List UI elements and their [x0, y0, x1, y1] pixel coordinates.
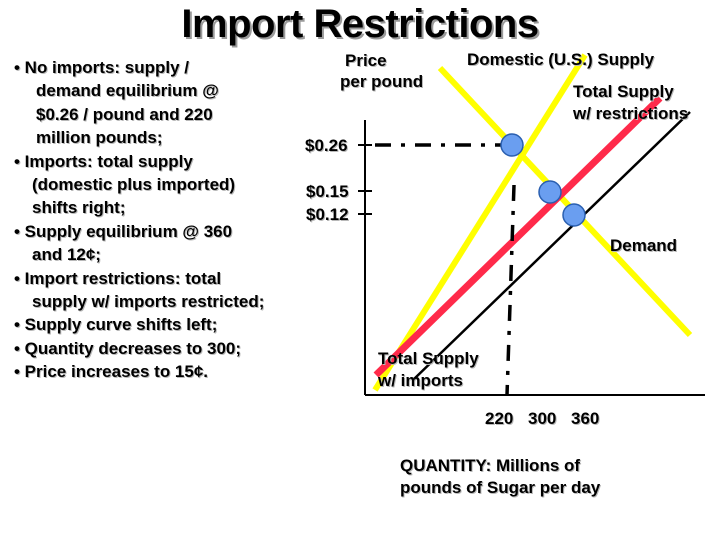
equilibrium-point-restricted: [538, 180, 562, 204]
restricted-supply-label-line: w/ restrictions: [573, 104, 689, 123]
bullet-line: and 12¢;: [32, 245, 101, 265]
y-axis-label-line: per pound: [340, 72, 424, 91]
y-axis-label: Price per pound: [340, 50, 440, 92]
bullet-quantity-decrease: • Quantity decreases to 300;: [14, 337, 314, 360]
slide-title: Import Restrictions: [181, 2, 539, 46]
bullet-line: $0.26 / pound and 220: [36, 104, 213, 124]
import-supply-label-line: w/ imports: [378, 371, 464, 390]
bullet-line: • Quantity decreases to 300;: [14, 338, 242, 358]
price-tick-label-012: $0.12: [306, 205, 349, 224]
x-axis-label-line: pounds of Sugar per day: [400, 478, 601, 497]
title-area: Import Restrictions: [0, 0, 720, 50]
import-supply-label-line: Total Supply: [378, 349, 479, 368]
domestic-supply-label: Domestic (U.S.) Supply: [467, 50, 655, 69]
quantity-tick-label-220: 220: [485, 409, 514, 428]
domestic-supply-curve: [372, 53, 588, 392]
bullet-supply-equilibrium: • Supply equilibrium @ 360 and 12¢;: [14, 220, 314, 267]
bullet-line: • Supply equilibrium @ 360: [14, 221, 233, 241]
bullet-imports: • Imports: total supply (domestic plus i…: [14, 150, 314, 220]
bullet-line: • No imports: supply /: [14, 58, 190, 77]
bullet-line: • Price increases to 15¢.: [14, 362, 209, 382]
restricted-supply-curve: [373, 95, 663, 378]
price-tick-label-026: $0.26: [305, 136, 348, 155]
bullet-supply-shift: • Supply curve shifts left;: [14, 313, 314, 336]
import-supply-curve: [412, 111, 691, 381]
bullet-list: • No imports: supply / demand equilibriu…: [14, 56, 314, 384]
bullet-line: shifts right;: [32, 198, 126, 218]
bullet-line: • Imports: total supply: [14, 151, 193, 171]
demand-label: Demand: [610, 236, 678, 255]
demand-curve: [437, 65, 693, 338]
bullet-no-imports: • No imports: supply / demand equilibriu…: [14, 56, 314, 150]
bullet-line: demand equilibrium @: [36, 81, 219, 101]
bullet-line: • Import restrictions: total: [14, 268, 222, 288]
quantity-tick-label-300: 300: [528, 409, 557, 428]
equilibrium-point-imports: [562, 203, 586, 227]
import-supply-label: Total Supply w/ imports: [378, 348, 479, 392]
quantity-guide-220: [505, 184, 516, 396]
price-tick-label-015: $0.15: [306, 182, 349, 201]
equilibrium-point-no-imports: [500, 133, 524, 157]
x-axis-label-line: QUANTITY: Millions of: [400, 456, 581, 475]
bullet-line: supply w/ imports restricted;: [32, 292, 265, 312]
y-axis-label-line: Price: [345, 51, 387, 70]
bullet-line: • Supply curve shifts left;: [14, 315, 218, 335]
bullet-line: million pounds;: [36, 128, 163, 148]
bullet-line: (domestic plus imported): [32, 175, 236, 195]
bullet-import-restrictions: • Import restrictions: total supply w/ i…: [14, 267, 314, 314]
restricted-supply-label: Total Supply w/ restrictions: [573, 81, 688, 125]
restricted-supply-label-line: Total Supply: [573, 82, 674, 101]
bullet-price-increase: • Price increases to 15¢.: [14, 360, 314, 383]
x-axis-label: QUANTITY: Millions of pounds of Sugar pe…: [400, 455, 600, 499]
quantity-tick-label-360: 360: [571, 409, 600, 428]
